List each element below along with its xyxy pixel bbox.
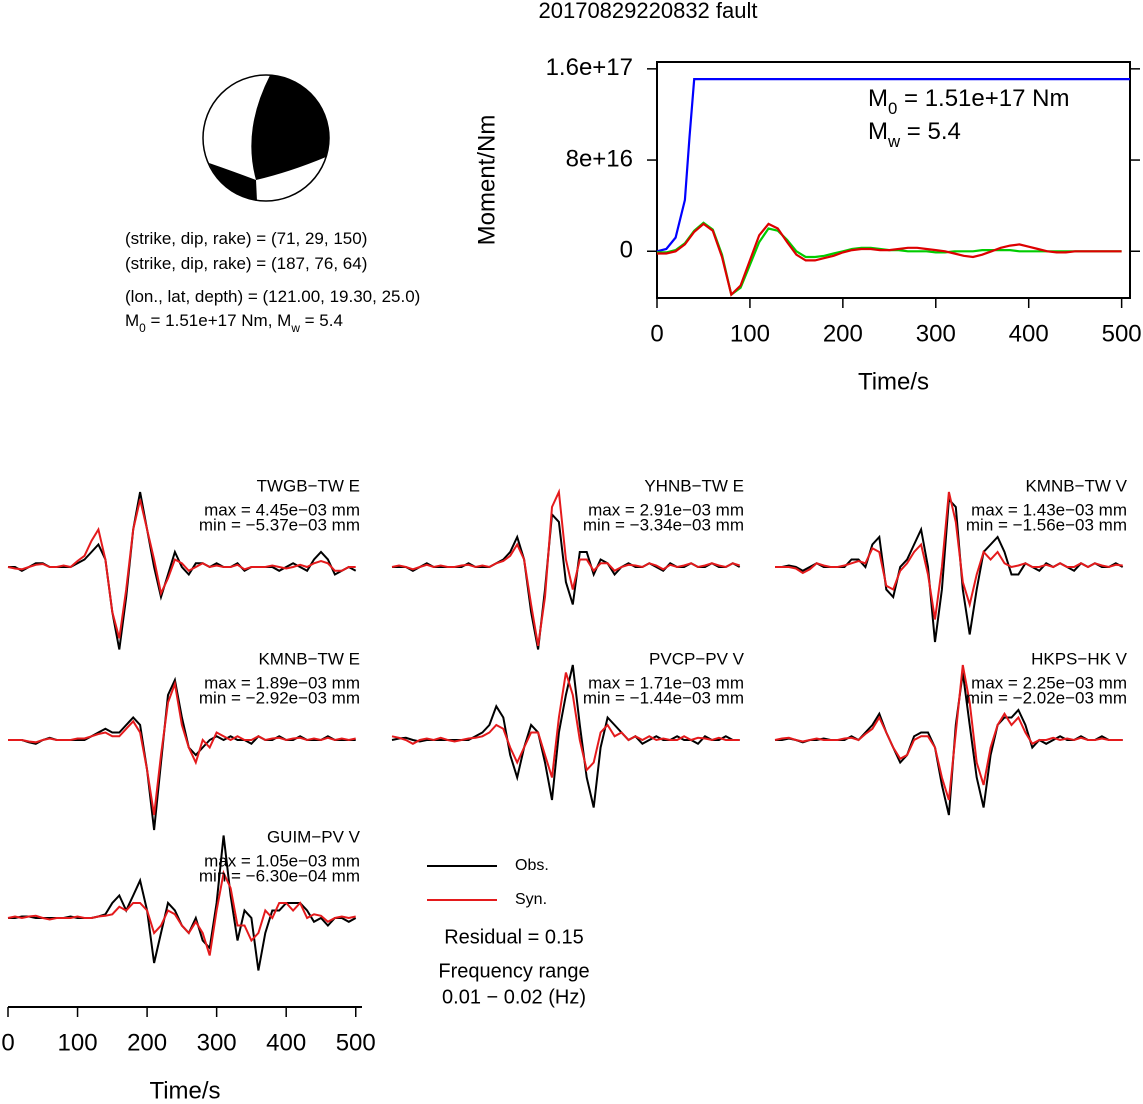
x-tick-label: 300 <box>916 320 956 347</box>
y-axis-label: Moment/Nm <box>473 115 500 246</box>
subscript: 0 <box>139 321 146 335</box>
y-tick-label: 8e+16 <box>566 145 633 172</box>
waveform <box>7 869 356 956</box>
x-tick-label: 500 <box>1102 320 1142 347</box>
waveform <box>391 672 740 778</box>
beachball-compression <box>209 163 257 201</box>
x-tick-label: 400 <box>1009 320 1049 347</box>
text-part: M <box>125 311 139 330</box>
x-tick-label: 0 <box>1 1029 14 1056</box>
text-part: M <box>868 85 888 112</box>
x-axis-label: Time/s <box>858 368 929 395</box>
station-label: HKPS−HK V <box>1031 649 1128 668</box>
subscript: w <box>290 321 300 335</box>
waveform <box>775 491 1123 620</box>
station-label: GUIM−PV V <box>267 827 361 846</box>
x-tick-label: 100 <box>58 1029 98 1056</box>
waveform <box>774 664 1123 801</box>
x-tick-label: 500 <box>336 1029 376 1056</box>
x-tick-label: 200 <box>823 320 863 347</box>
legend-label: Obs. <box>515 857 549 874</box>
min-label: min = −6.30e−04 mm <box>199 866 360 885</box>
waveform <box>7 499 356 639</box>
min-label: min = −1.44e−03 mm <box>583 688 744 707</box>
text-part: = 1.51e+17 Nm, M <box>146 311 292 330</box>
waveform <box>8 679 356 816</box>
beachball-compression <box>251 75 329 180</box>
station-label: KMNB−TW V <box>1025 476 1127 495</box>
annotation: M0 = 1.51e+17 Nm <box>868 85 1069 118</box>
note: Residual = 0.15 <box>444 926 584 948</box>
mechanism-line: (lon., lat, depth) = (121.00, 19.30, 25.… <box>125 287 420 306</box>
x-tick-label: 400 <box>266 1029 306 1056</box>
legend-label: Syn. <box>515 891 547 908</box>
x-tick-label: 200 <box>127 1029 167 1056</box>
mechanism-line: (strike, dip, rake) = (71, 29, 150) <box>125 229 367 248</box>
text-part: = 5.4 <box>300 311 343 330</box>
mechanism-line: M0 = 1.51e+17 Nm, Mw = 5.4 <box>125 311 343 335</box>
max-label: max = 1.05e−03 mm <box>204 851 360 870</box>
moment-line <box>657 221 1122 297</box>
text-part: (lon., lat, depth) = (121.00, 19.30, 25.… <box>125 287 420 306</box>
max-label: max = 1.71e−03 mm <box>588 673 744 692</box>
text-part: (strike, dip, rake) = (71, 29, 150) <box>125 229 367 248</box>
subscript: w <box>887 132 901 151</box>
x-tick-label: 300 <box>197 1029 237 1056</box>
text-part: (strike, dip, rake) = (187, 76, 64) <box>125 254 367 273</box>
text-part: M <box>868 118 888 145</box>
moment-line <box>656 78 1130 253</box>
plot-frame <box>656 61 1131 299</box>
max-label: max = 1.89e−03 mm <box>204 673 360 692</box>
text-part: = 5.4 <box>900 118 961 145</box>
figure-title: 20170829220832 fault <box>539 0 758 23</box>
beachball <box>202 74 330 202</box>
min-label: min = −3.34e−03 mm <box>583 515 744 534</box>
note: 0.01 − 0.02 (Hz) <box>442 986 586 1008</box>
annotation: Mw = 5.4 <box>868 118 961 151</box>
y-tick-label: 1.6e+17 <box>546 54 633 81</box>
waveform <box>392 512 741 650</box>
waveform <box>391 488 741 646</box>
note: Frequency range <box>438 960 589 982</box>
max-label: max = 2.91e−03 mm <box>588 500 744 519</box>
x-tick-label: 100 <box>730 320 770 347</box>
x-tick-label: 0 <box>650 320 663 347</box>
min-label: min = −2.02e−03 mm <box>966 688 1127 707</box>
y-tick-label: 0 <box>620 237 633 264</box>
min-label: min = −2.92e−03 mm <box>199 688 360 707</box>
x-axis-label: Time/s <box>149 1077 220 1104</box>
max-label: max = 2.25e−03 mm <box>971 673 1127 692</box>
min-label: min = −1.56e−03 mm <box>966 515 1127 534</box>
station-label: TWGB−TW E <box>257 476 360 495</box>
station-label: KMNB−TW E <box>258 649 360 668</box>
station-label: PVCP−PV V <box>649 649 745 668</box>
max-label: max = 4.45e−03 mm <box>204 500 360 519</box>
mechanism-line: (strike, dip, rake) = (187, 76, 64) <box>125 254 367 273</box>
moment-line <box>657 222 1122 297</box>
station-label: YHNB−TW E <box>644 476 744 495</box>
max-label: max = 1.43e−03 mm <box>971 500 1127 519</box>
min-label: min = −5.37e−03 mm <box>199 515 360 534</box>
text-part: = 1.51e+17 Nm <box>897 85 1069 112</box>
subscript: 0 <box>888 99 897 118</box>
